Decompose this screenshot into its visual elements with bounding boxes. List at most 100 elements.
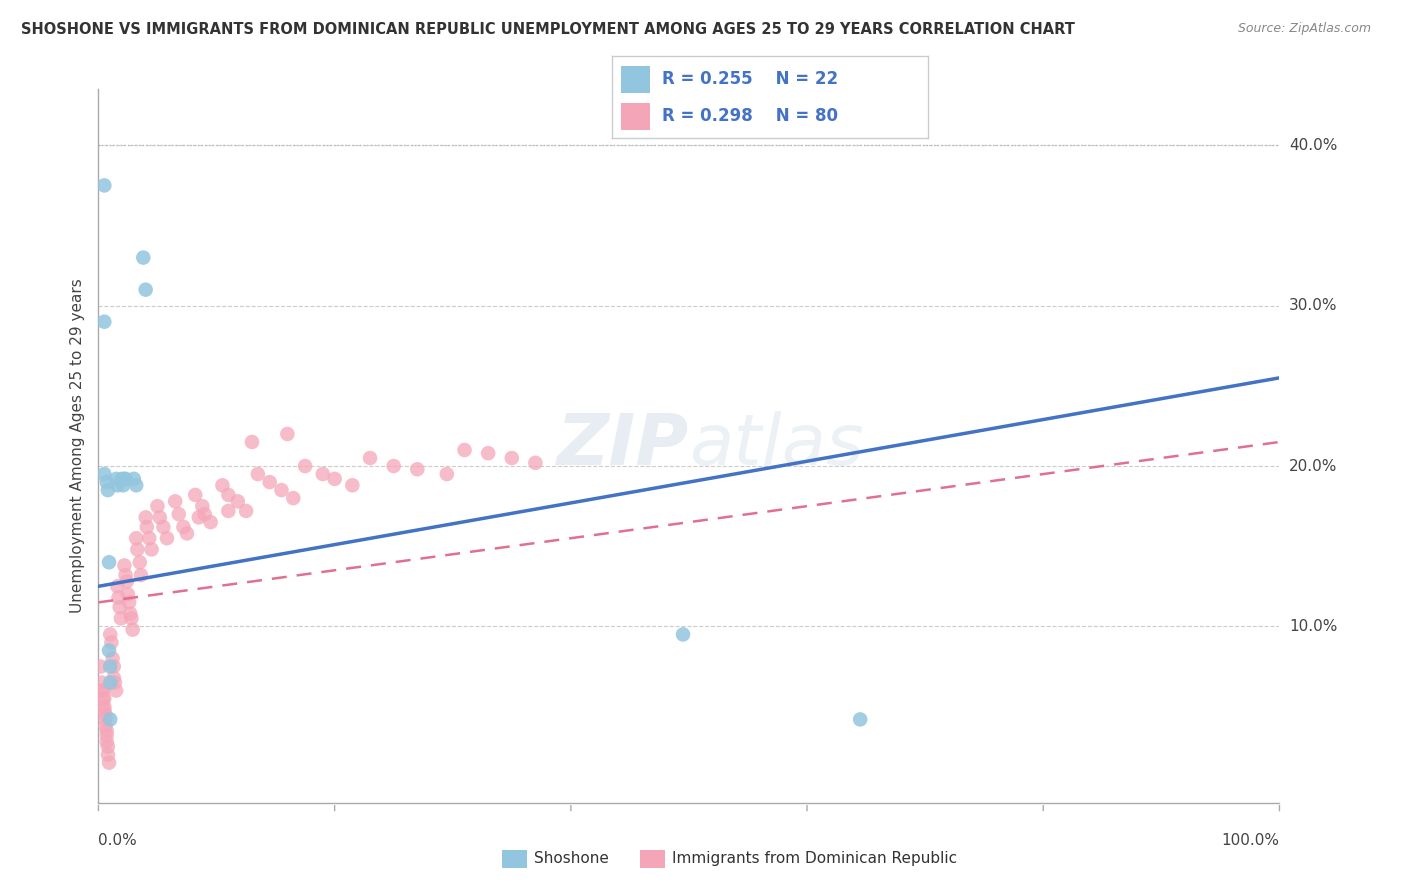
Bar bbox=[621, 66, 650, 93]
Point bbox=[217, 488, 239, 502]
Point bbox=[94, 707, 117, 722]
Point bbox=[98, 555, 121, 569]
Point bbox=[359, 450, 381, 465]
Point bbox=[120, 607, 142, 621]
Point bbox=[100, 635, 122, 649]
Point bbox=[172, 520, 194, 534]
Point bbox=[114, 568, 136, 582]
Point bbox=[103, 671, 125, 685]
Point bbox=[121, 623, 143, 637]
Point bbox=[98, 659, 121, 673]
Point bbox=[127, 542, 149, 557]
Point bbox=[270, 483, 292, 497]
Point bbox=[191, 499, 214, 513]
Point bbox=[187, 510, 209, 524]
Point bbox=[121, 611, 143, 625]
Text: Immigrants from Dominican Republic: Immigrants from Dominican Republic bbox=[672, 852, 957, 866]
Point bbox=[97, 739, 120, 754]
Point bbox=[323, 472, 346, 486]
Point bbox=[477, 446, 499, 460]
Point bbox=[105, 472, 128, 486]
Point bbox=[112, 558, 135, 573]
Point bbox=[259, 475, 281, 489]
Point bbox=[91, 691, 114, 706]
Point bbox=[98, 643, 121, 657]
Point bbox=[184, 488, 207, 502]
Point bbox=[149, 510, 172, 524]
Point bbox=[122, 472, 145, 486]
Text: Shoshone: Shoshone bbox=[534, 852, 609, 866]
Text: 30.0%: 30.0% bbox=[1289, 298, 1337, 313]
Point bbox=[91, 675, 114, 690]
Point bbox=[96, 723, 118, 738]
Point bbox=[235, 504, 257, 518]
Point bbox=[96, 728, 118, 742]
Point bbox=[105, 478, 128, 492]
Point bbox=[524, 456, 547, 470]
Point bbox=[167, 507, 190, 521]
Point bbox=[152, 520, 174, 534]
Point bbox=[436, 467, 458, 481]
Point bbox=[246, 467, 269, 481]
Point bbox=[406, 462, 429, 476]
Point bbox=[101, 651, 124, 665]
Text: R = 0.255    N = 22: R = 0.255 N = 22 bbox=[662, 70, 838, 88]
Text: 40.0%: 40.0% bbox=[1289, 138, 1337, 153]
Point bbox=[97, 483, 120, 497]
Point bbox=[114, 472, 136, 486]
Point bbox=[165, 494, 187, 508]
Point bbox=[94, 713, 117, 727]
Point bbox=[104, 675, 127, 690]
Point bbox=[93, 699, 115, 714]
Point bbox=[117, 587, 139, 601]
Point bbox=[97, 747, 120, 762]
Point bbox=[200, 515, 222, 529]
Text: 0.0%: 0.0% bbox=[98, 833, 138, 848]
Point bbox=[93, 703, 115, 717]
Point bbox=[98, 756, 121, 770]
Point bbox=[93, 315, 115, 329]
Point bbox=[118, 595, 141, 609]
Point bbox=[96, 475, 118, 489]
Point bbox=[93, 467, 115, 481]
Point bbox=[226, 494, 249, 508]
Point bbox=[211, 478, 233, 492]
Point bbox=[110, 611, 132, 625]
Point bbox=[93, 178, 115, 193]
Point bbox=[91, 683, 114, 698]
Point bbox=[176, 526, 198, 541]
Point bbox=[132, 251, 155, 265]
Point bbox=[283, 491, 305, 505]
Text: ZIP: ZIP bbox=[557, 411, 689, 481]
Point bbox=[125, 531, 148, 545]
Point bbox=[240, 435, 263, 450]
Text: 20.0%: 20.0% bbox=[1289, 458, 1337, 474]
Point bbox=[146, 499, 169, 513]
Point bbox=[128, 555, 150, 569]
Point bbox=[672, 627, 695, 641]
Point bbox=[141, 542, 163, 557]
Bar bbox=[640, 850, 665, 868]
Point bbox=[112, 478, 135, 492]
Point bbox=[125, 478, 148, 492]
Point bbox=[98, 675, 121, 690]
Point bbox=[342, 478, 364, 492]
Point bbox=[115, 574, 138, 589]
Point bbox=[194, 507, 217, 521]
Point bbox=[294, 458, 316, 473]
Bar bbox=[621, 103, 650, 130]
Point bbox=[217, 504, 239, 518]
Text: Source: ZipAtlas.com: Source: ZipAtlas.com bbox=[1237, 22, 1371, 36]
Text: atlas: atlas bbox=[689, 411, 863, 481]
Point bbox=[105, 683, 128, 698]
Point bbox=[93, 691, 115, 706]
Y-axis label: Unemployment Among Ages 25 to 29 years: Unemployment Among Ages 25 to 29 years bbox=[69, 278, 84, 614]
Point bbox=[98, 713, 121, 727]
Point bbox=[135, 283, 157, 297]
Point bbox=[138, 531, 160, 545]
Point bbox=[108, 600, 131, 615]
Point bbox=[90, 659, 112, 673]
Point bbox=[112, 472, 135, 486]
Point bbox=[96, 735, 118, 749]
Point bbox=[276, 427, 298, 442]
